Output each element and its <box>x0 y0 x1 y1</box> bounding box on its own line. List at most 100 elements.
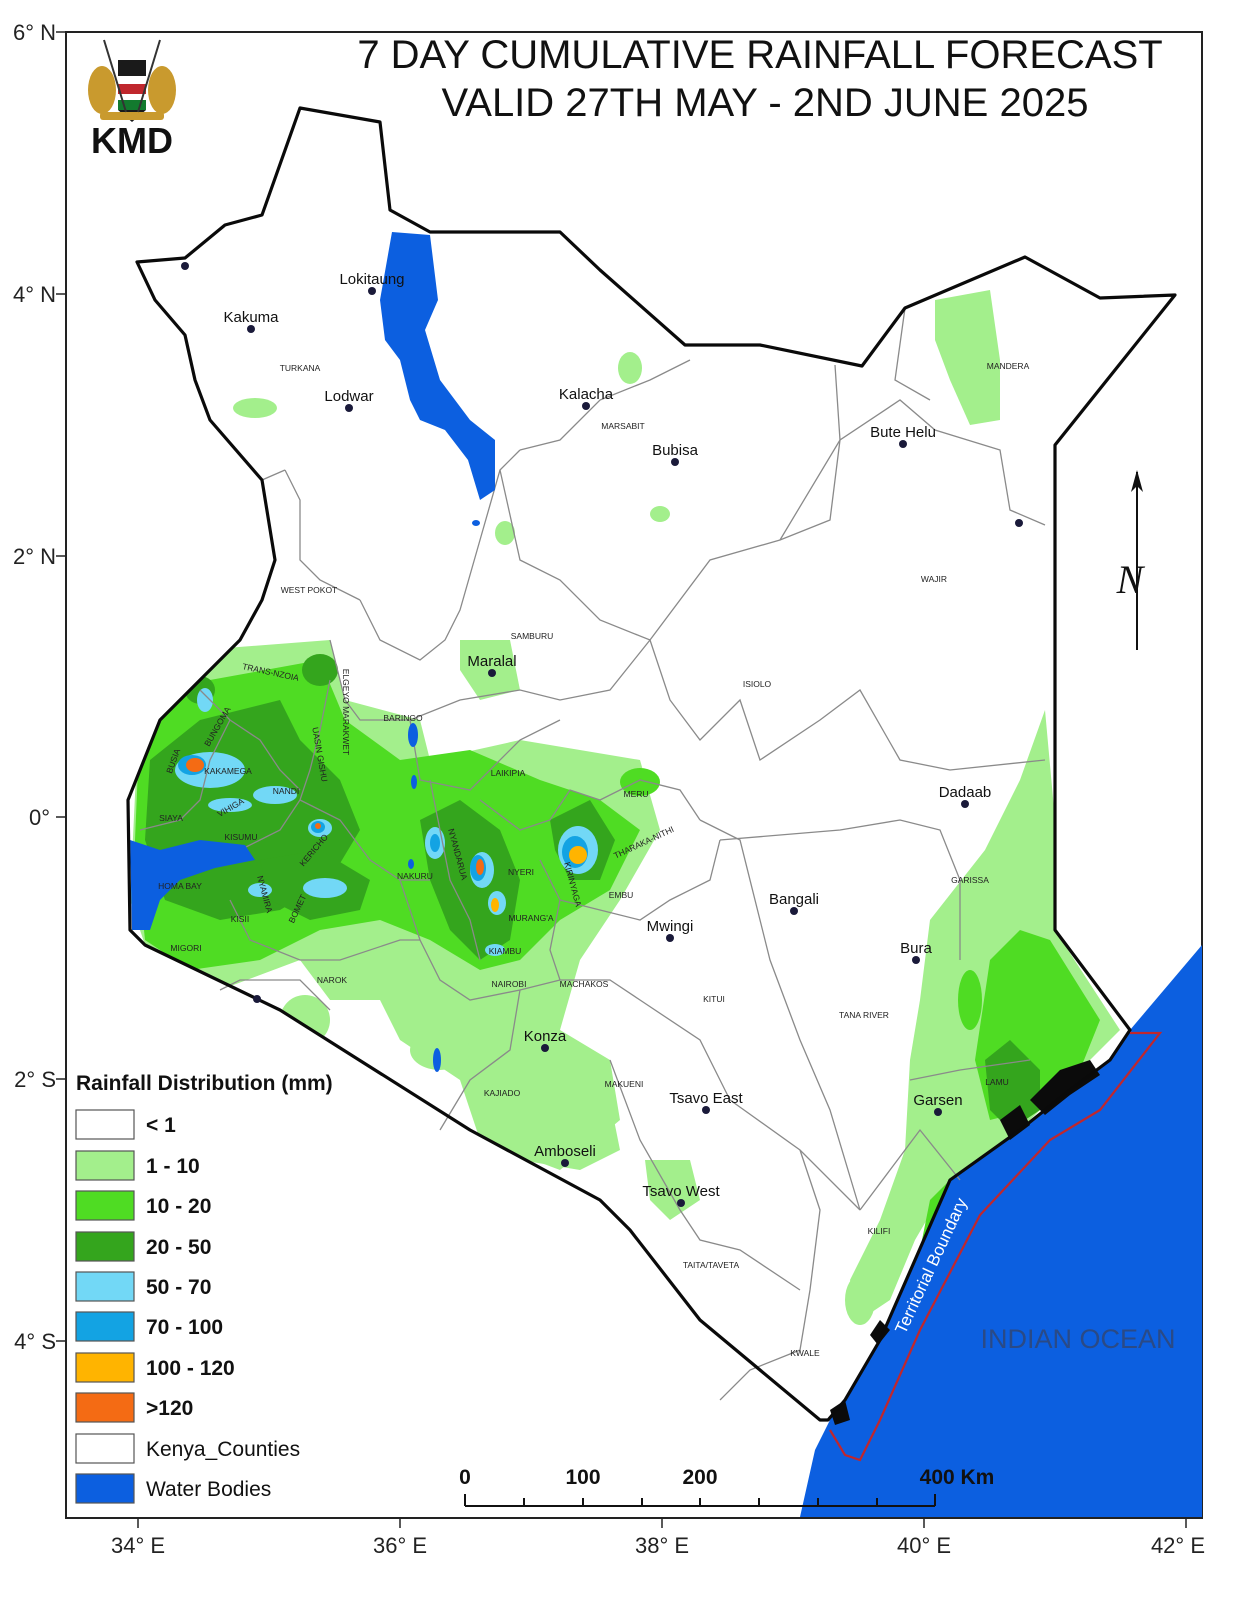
latitude-axis <box>56 31 66 1342</box>
county-label: SAMBURU <box>511 631 554 641</box>
county-label: BARINGO <box>383 713 423 723</box>
legend-label: 100 - 120 <box>146 1357 235 1380</box>
county-label: KITUI <box>703 994 725 1004</box>
lon-label-42e: 42° E <box>1151 1533 1205 1558</box>
county-label: MAKUENI <box>605 1079 644 1089</box>
county-label: MACHAKOS <box>560 979 609 989</box>
lat-label-2s: 2° S <box>14 1067 56 1092</box>
county-label: GARISSA <box>951 875 989 885</box>
county-label: TURKANA <box>280 363 321 373</box>
longitude-axis <box>137 1518 1187 1528</box>
town-labels: Lokitaung Kakuma Lodwar Kalacha Bubisa B… <box>223 271 991 1200</box>
legend-label: 70 - 100 <box>146 1316 223 1339</box>
legend-labels: < 1 1 - 10 10 - 20 20 - 50 50 - 70 70 - … <box>146 1114 300 1501</box>
legend-label: < 1 <box>146 1114 176 1137</box>
coastal-islands <box>830 1060 1100 1425</box>
scale-label: 400 Km <box>920 1466 995 1489</box>
scale-label: 200 <box>682 1466 717 1489</box>
county-label: KWALE <box>790 1348 820 1358</box>
lon-label-38e: 38° E <box>635 1533 689 1558</box>
county-label: ELGEYO MARAKWET <box>341 669 351 755</box>
county-label: EMBU <box>609 890 634 900</box>
town-label: Konza <box>524 1028 567 1045</box>
legend-label: 50 - 70 <box>146 1276 211 1299</box>
legend-swatch <box>75 1311 135 1342</box>
map-title-line2: VALID 27TH MAY - 2ND JUNE 2025 <box>442 81 1089 125</box>
town-label: Dadaab <box>939 784 992 801</box>
legend-label: 20 - 50 <box>146 1236 211 1259</box>
legend-swatch <box>75 1109 135 1140</box>
town-label: Maralal <box>467 653 516 670</box>
legend-label: >120 <box>146 1397 193 1420</box>
county-boundaries <box>139 307 1046 1401</box>
town-label: Bura <box>900 940 932 957</box>
legend-swatch <box>75 1190 135 1221</box>
legend-swatch <box>75 1231 135 1262</box>
town-label: Garsen <box>913 1092 962 1109</box>
county-label: WEST POKOT <box>281 585 338 595</box>
water-bodies <box>130 232 495 1072</box>
county-label: ISIOLO <box>743 679 772 689</box>
county-label: MANDERA <box>987 361 1030 371</box>
legend-swatch <box>75 1433 135 1464</box>
legend-swatch <box>75 1150 135 1181</box>
town-label: Tsavo West <box>642 1183 720 1200</box>
town-label: Bute Helu <box>870 424 936 441</box>
town-label: Lodwar <box>324 388 373 405</box>
county-label: KAKAMEGA <box>204 766 252 776</box>
county-label: KISII <box>231 914 249 924</box>
town-label: Bubisa <box>652 442 699 459</box>
lon-label-34e: 34° E <box>111 1533 165 1558</box>
county-label: KAJIADO <box>484 1088 521 1098</box>
kmd-logo-text: KMD <box>91 120 173 161</box>
town-label: Kakuma <box>223 309 279 326</box>
county-label: NAROK <box>317 975 348 985</box>
county-label: MERU <box>623 789 648 799</box>
town-label: Lokitaung <box>339 271 404 288</box>
legend-title: Rainfall Distribution (mm) <box>76 1072 333 1095</box>
town-label: Mwingi <box>647 918 694 935</box>
legend-swatches <box>75 1109 135 1504</box>
map-title-line1: 7 DAY CUMULATIVE RAINFALL FORECAST <box>357 33 1162 77</box>
legend-swatch <box>75 1392 135 1423</box>
legend-swatch <box>75 1352 135 1383</box>
scale-label: 100 <box>565 1466 600 1489</box>
town-label: Tsavo East <box>669 1090 743 1107</box>
lon-label-36e: 36° E <box>373 1533 427 1558</box>
county-label: SIAYA <box>159 813 183 823</box>
lat-label-4s: 4° S <box>14 1329 56 1354</box>
county-label: HOMA BAY <box>158 881 202 891</box>
ocean-label: INDIAN OCEAN <box>980 1324 1175 1354</box>
lon-label-40e: 40° E <box>897 1533 951 1558</box>
county-label: NAIROBI <box>492 979 527 989</box>
county-label: NAKURU <box>397 871 433 881</box>
county-label: MARSABIT <box>601 421 644 431</box>
legend-label: Water Bodies <box>146 1478 271 1501</box>
legend-label: Kenya_Counties <box>146 1438 300 1461</box>
lake-victoria <box>130 840 255 930</box>
lat-label-6n: 6° N <box>13 20 56 45</box>
legend-swatch <box>75 1271 135 1302</box>
lat-label-2n: 2° N <box>13 544 56 569</box>
kenya-coat-of-arms-logo <box>88 39 176 122</box>
legend-swatch <box>75 1473 135 1504</box>
county-label: NANDI <box>273 786 299 796</box>
county-label: MURANG'A <box>508 913 553 923</box>
rainfall-zones <box>130 290 1120 1325</box>
county-label: KISUMU <box>224 832 257 842</box>
legend-label: 1 - 10 <box>146 1155 200 1178</box>
town-label: Amboseli <box>534 1143 596 1160</box>
scale-bar <box>464 1494 936 1507</box>
kenya-border <box>126 106 1177 1422</box>
county-label: TANA RIVER <box>839 1010 889 1020</box>
county-label: NYERI <box>508 867 534 877</box>
county-label: LAMU <box>985 1077 1009 1087</box>
north-arrow <box>1131 470 1143 650</box>
legend-label: 10 - 20 <box>146 1195 211 1218</box>
lat-label-4n: 4° N <box>13 282 56 307</box>
town-label: Bangali <box>769 891 819 908</box>
lake-turkana <box>380 232 495 500</box>
town-markers <box>181 262 1023 1207</box>
county-label: KIAMBU <box>489 946 522 956</box>
